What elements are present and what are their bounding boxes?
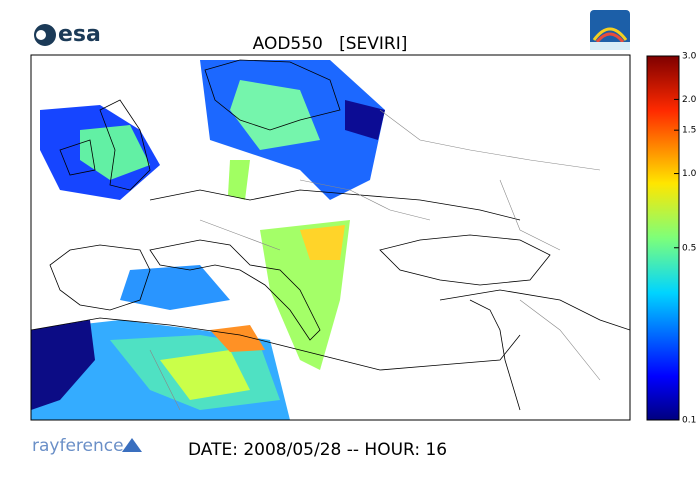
colorbar-tick-label: 0.5 (682, 243, 696, 253)
borders (149, 109, 601, 411)
map-frame (30, 54, 631, 421)
title: AOD550 [SEVIRI] (253, 34, 408, 54)
colorbar-tick-label: 1.5 (682, 126, 696, 136)
esa-logo: esa (34, 22, 101, 47)
mission-icon (590, 10, 630, 50)
brand-text: rayference (32, 436, 124, 456)
aod-field (31, 60, 385, 420)
colorbar-tick-label: 1.0 (682, 169, 697, 179)
rayference-logo: rayference (32, 436, 142, 456)
colorbar (646, 55, 680, 421)
colorbar-tick-label: 0.1 (682, 416, 696, 426)
colorbar-tick-label: 3.0 (682, 52, 697, 62)
colorbar-tick-label: 2.0 (682, 95, 697, 105)
coastlines (31, 59, 630, 411)
esa-text: esa (58, 22, 101, 47)
map (31, 55, 630, 420)
date-label: DATE: 2008/05/28 -- HOUR: 16 (188, 440, 447, 460)
